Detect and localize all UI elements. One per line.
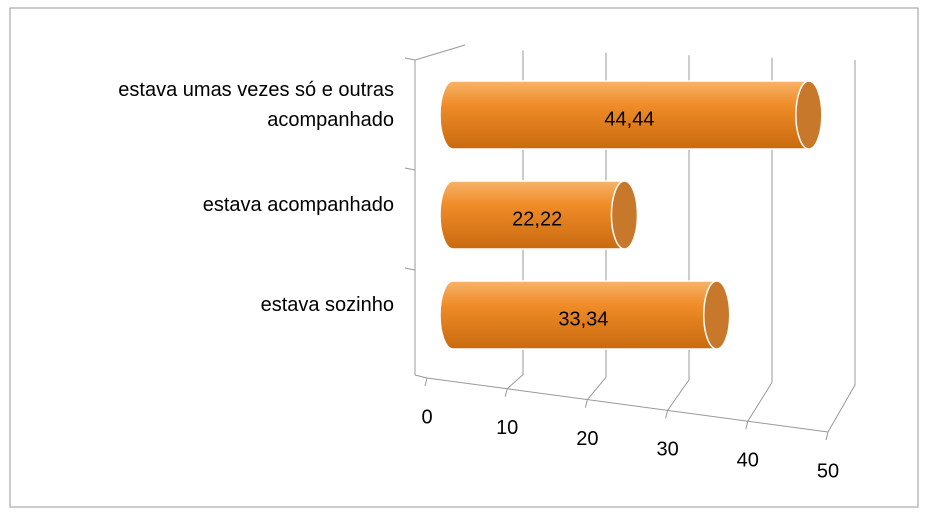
value-label: 33,34: [558, 308, 608, 330]
tick-mark: [584, 399, 588, 408]
grid-line: [827, 60, 856, 433]
wall-edge: [414, 44, 466, 61]
axis-tick: [404, 167, 416, 171]
category-label: estava umas vezes só e outras acompanhad…: [118, 79, 394, 131]
grid-line: [587, 52, 607, 400]
tick-mark: [825, 431, 829, 441]
axis-tick: [404, 57, 416, 61]
x-tick-label: 10: [496, 417, 518, 439]
value-label: 22,22: [512, 208, 562, 230]
tick-mark: [424, 377, 428, 387]
grid-line: [747, 57, 773, 422]
tick-mark: [745, 421, 749, 430]
x-tick-label: 50: [817, 460, 839, 482]
axis-line: [414, 374, 428, 379]
x-tick-label: 40: [737, 449, 759, 471]
bar-end: [795, 80, 823, 150]
axis-tick: [404, 267, 416, 271]
x-tick-label: 0: [421, 406, 432, 428]
category-label: estava acompanhado: [202, 194, 394, 216]
category-label: estava sozinho: [260, 294, 394, 316]
tick-mark: [504, 388, 508, 397]
x-tick-label: 20: [576, 428, 598, 450]
frame: [9, 7, 919, 508]
value-label: 44,44: [604, 108, 654, 130]
tick-mark: [665, 410, 669, 419]
bar-end: [702, 280, 731, 350]
grid-line: [506, 50, 524, 390]
axis-line: [426, 377, 829, 433]
grid-line: [667, 55, 690, 411]
bar-end: [610, 180, 639, 250]
x-tick-label: 30: [656, 439, 678, 461]
